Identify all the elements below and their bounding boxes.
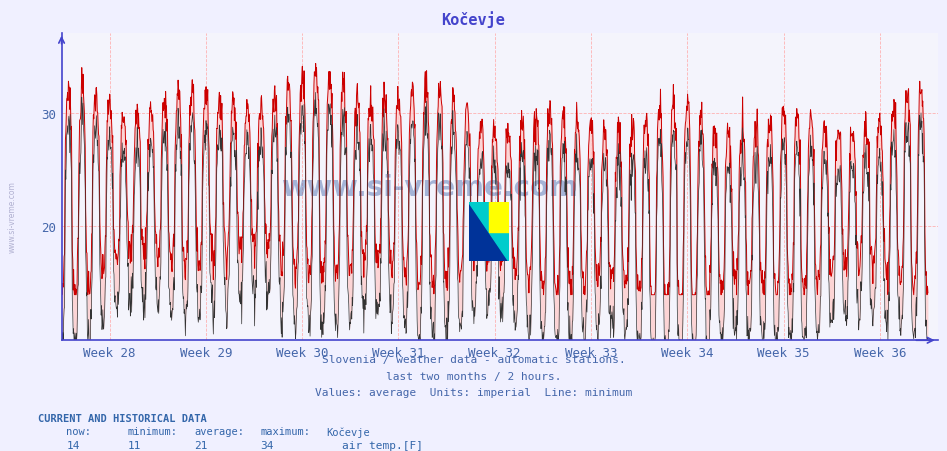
Text: now:: now:: [66, 426, 91, 436]
Text: average:: average:: [194, 426, 244, 436]
Text: minimum:: minimum:: [128, 426, 178, 436]
Text: Slovenia / weather data - automatic stations.: Slovenia / weather data - automatic stat…: [322, 354, 625, 364]
Text: Kočevje: Kočevje: [441, 11, 506, 28]
Text: 11: 11: [128, 440, 141, 450]
Text: air temp.[F]: air temp.[F]: [342, 440, 423, 450]
Text: www.si-vreme.com: www.si-vreme.com: [8, 180, 17, 253]
Text: 34: 34: [260, 440, 274, 450]
Text: www.si-vreme.com: www.si-vreme.com: [281, 173, 578, 201]
Text: CURRENT AND HISTORICAL DATA: CURRENT AND HISTORICAL DATA: [38, 413, 206, 423]
Text: maximum:: maximum:: [260, 426, 311, 436]
Polygon shape: [469, 203, 509, 262]
Polygon shape: [469, 203, 509, 262]
Text: Kočevje: Kočevje: [327, 426, 370, 437]
Polygon shape: [489, 203, 509, 232]
Text: 21: 21: [194, 440, 207, 450]
Text: Values: average  Units: imperial  Line: minimum: Values: average Units: imperial Line: mi…: [314, 387, 633, 397]
Text: last two months / 2 hours.: last two months / 2 hours.: [385, 371, 562, 381]
Text: 14: 14: [66, 440, 80, 450]
